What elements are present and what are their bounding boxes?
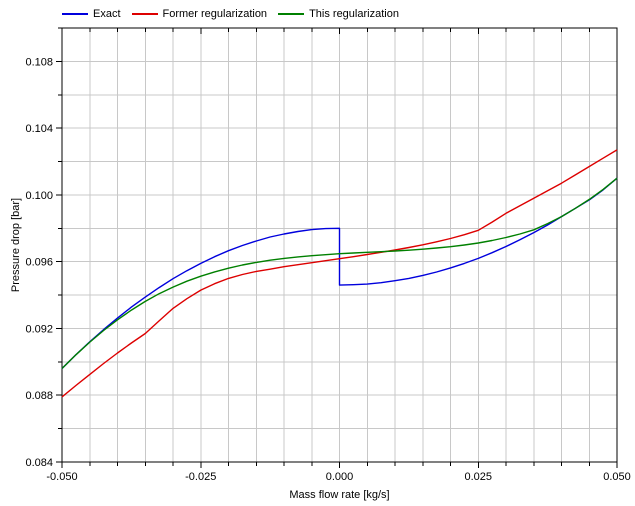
legend-label-exact: Exact: [93, 8, 121, 20]
legend-item-this-regularization: This regularization: [278, 7, 399, 21]
y-axis-title: Pressure drop [bar]: [10, 197, 22, 293]
y-tick-label: 0.096: [25, 257, 53, 269]
x-tick-label: -0.050: [46, 471, 77, 483]
legend-line-swatch-exact: [62, 13, 88, 15]
y-tick-label: 0.092: [25, 323, 53, 335]
series-line-this-regularization: [61, 177, 618, 369]
x-tick-label: -0.025: [185, 471, 216, 483]
series-line-exact: [61, 177, 618, 369]
series-line-former-regularization: [61, 149, 618, 398]
y-tick-label: 0.104: [25, 123, 53, 135]
y-tick-label: 0.088: [25, 390, 53, 402]
legend-label-this-regularization: This regularization: [309, 8, 399, 20]
legend-item-former-regularization: Former regularization: [131, 7, 268, 21]
chart-legend: Exact Former regularization This regular…: [62, 7, 410, 21]
x-axis-title: Mass flow rate [kg/s]: [289, 489, 390, 501]
y-tick-label: 0.108: [25, 56, 53, 68]
legend-line-swatch-former-regularization: [131, 13, 158, 15]
x-tick-label: 0.050: [603, 471, 631, 483]
y-tick-label: 0.100: [25, 190, 53, 202]
x-tick-label: 0.000: [326, 471, 354, 483]
legend-label-former-regularization: Former regularization: [162, 8, 268, 20]
x-tick-label: 0.025: [464, 471, 492, 483]
legend-line-swatch-this-regularization: [278, 13, 305, 15]
y-tick-label: 0.084: [25, 457, 53, 469]
legend-item-exact: Exact: [62, 7, 121, 21]
